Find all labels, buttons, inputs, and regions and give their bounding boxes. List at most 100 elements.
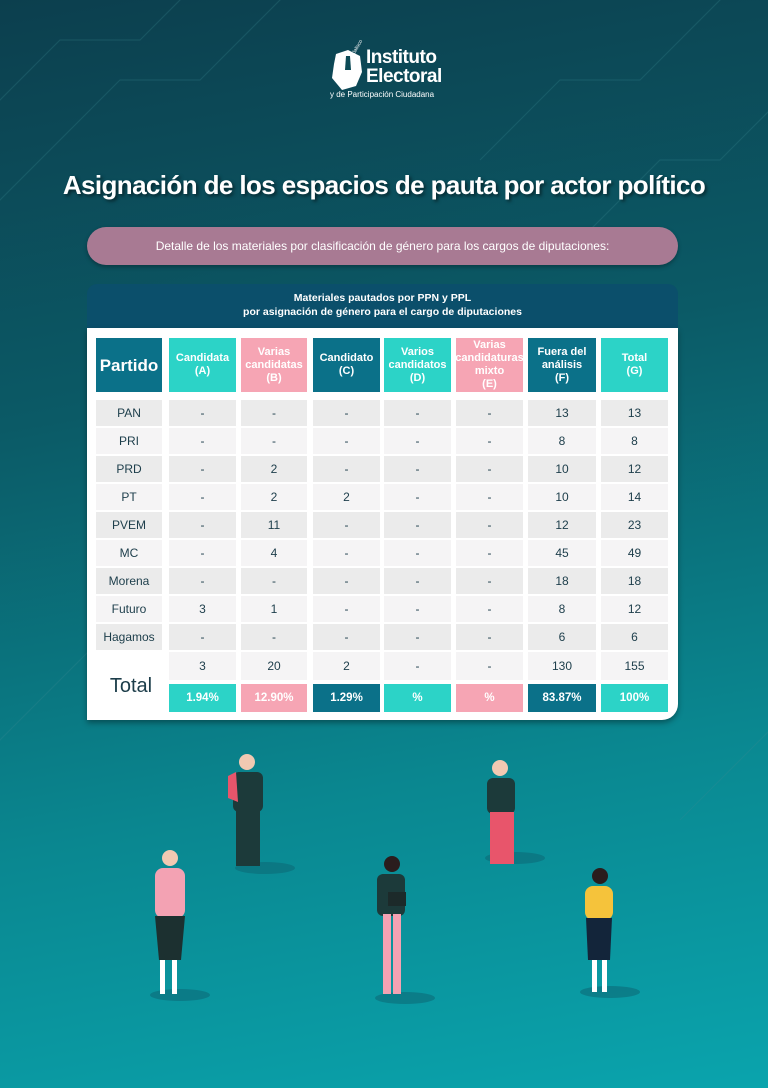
percentage-cell: % [456, 684, 523, 712]
table-cell: - [456, 596, 523, 622]
jalisco-map-icon [332, 50, 362, 90]
column-header: Varias candidatas (B) [241, 338, 307, 392]
woman-folder-figure [377, 856, 406, 994]
data-table: Partido Candidata (A) Varias candidatas (B) C… [87, 328, 678, 720]
table-cell: 6 [528, 624, 596, 650]
total-cell: 155 [601, 652, 668, 680]
table-cell: 12 [528, 512, 596, 538]
table-cell: 3 [169, 596, 236, 622]
table-cell: - [241, 400, 307, 426]
table-cell: - [169, 512, 236, 538]
total-label: Total [109, 674, 153, 697]
table-cell: - [169, 400, 236, 426]
table-cell: - [313, 596, 380, 622]
column-header: Candidata (A) [169, 338, 236, 392]
table-cell: - [384, 512, 451, 538]
table-cell: - [384, 540, 451, 566]
party-name: Morena [96, 568, 162, 594]
percentage-cell: 100% [601, 684, 668, 712]
percentage-cell: 83.87% [528, 684, 596, 712]
party-name: PRI [96, 428, 162, 454]
table-cell: - [456, 484, 523, 510]
caption-line1: Materiales pautados por PPN y PPL [293, 292, 472, 304]
percentage-cell: 1.94% [169, 684, 236, 712]
column-header: Total (G) [601, 338, 668, 392]
column-header-label: Varios candidatos (D) [388, 345, 447, 384]
table-cell: - [241, 568, 307, 594]
table-cell: - [313, 512, 380, 538]
table-cell: - [456, 428, 523, 454]
column-header-label: Fuera del análisis (F) [537, 345, 587, 384]
logo-line2: Electoral [366, 66, 442, 87]
total-cell: 130 [528, 652, 596, 680]
page-title: Asignación de los espacios de pauta por … [62, 170, 706, 200]
man-red-pants-figure [487, 760, 515, 864]
column-header: Varios candidatos (D) [384, 338, 451, 392]
table-cell: - [169, 456, 236, 482]
column-header-label: Candidato (C) [319, 352, 374, 377]
table-cell: 1 [241, 596, 307, 622]
table-cell: 13 [601, 400, 668, 426]
table-cell: - [169, 484, 236, 510]
table-cell: - [241, 624, 307, 650]
total-cell: 3 [169, 652, 236, 680]
percentage-cell: 12.90% [241, 684, 307, 712]
table-cell: 18 [528, 568, 596, 594]
table-cell: - [169, 624, 236, 650]
table-cell: - [313, 428, 380, 454]
table-cell: 2 [241, 484, 307, 510]
table-cell: - [384, 400, 451, 426]
total-cell: 20 [241, 652, 307, 680]
table-cell: 49 [601, 540, 668, 566]
percentage-cell: % [384, 684, 451, 712]
party-name: PVEM [96, 512, 162, 538]
table-cell: - [313, 400, 380, 426]
man-with-jacket-figure [228, 754, 263, 866]
table-cell: - [169, 540, 236, 566]
table-cell: 4 [241, 540, 307, 566]
column-header-label: Candidata (A) [175, 352, 230, 377]
column-header-label: Varias candidatas (B) [245, 345, 303, 384]
table-cell: - [456, 568, 523, 594]
logo-line3: y de Participación Ciudadana [330, 90, 435, 99]
woman-pink-top-figure [155, 850, 185, 994]
table-cell: - [384, 624, 451, 650]
table-cell: - [456, 456, 523, 482]
table-cell: - [241, 428, 307, 454]
table-cell: 45 [528, 540, 596, 566]
table-cell: 18 [601, 568, 668, 594]
total-cell: - [456, 652, 523, 680]
column-header-label: Varias candidaturas mixto (E) [455, 339, 524, 390]
table-cell: 12 [601, 456, 668, 482]
table-cell: 8 [528, 428, 596, 454]
party-name: PT [96, 484, 162, 510]
table-cell: 11 [241, 512, 307, 538]
table-cell: - [169, 428, 236, 454]
woman-yellow-top-figure [585, 868, 613, 992]
iepc-logo: Jalisco Instituto Electoral y de Partici… [330, 39, 450, 102]
table-cell: 8 [528, 596, 596, 622]
table-cell: - [313, 456, 380, 482]
table-cell: - [456, 540, 523, 566]
total-cell: 2 [313, 652, 380, 680]
table-cell: - [313, 540, 380, 566]
table-cell: 8 [601, 428, 668, 454]
table-cell: 12 [601, 596, 668, 622]
table-cell: 6 [601, 624, 668, 650]
table-cell: 2 [241, 456, 307, 482]
column-header-label: Total (G) [621, 352, 648, 377]
table-cell: - [313, 568, 380, 594]
table-cell: 23 [601, 512, 668, 538]
people-illustration [150, 754, 640, 1004]
table-caption: Materiales pautados por PPN y PPL por as… [87, 284, 678, 328]
party-name: PAN [96, 400, 162, 426]
table-cell: - [384, 568, 451, 594]
percentage-cell: 1.29% [313, 684, 380, 712]
column-header: Fuera del análisis (F) [528, 338, 596, 392]
table-cell: 10 [528, 456, 596, 482]
table-cell: - [456, 624, 523, 650]
party-header: Partido [96, 338, 162, 392]
table-cell: - [169, 568, 236, 594]
party-name: MC [96, 540, 162, 566]
